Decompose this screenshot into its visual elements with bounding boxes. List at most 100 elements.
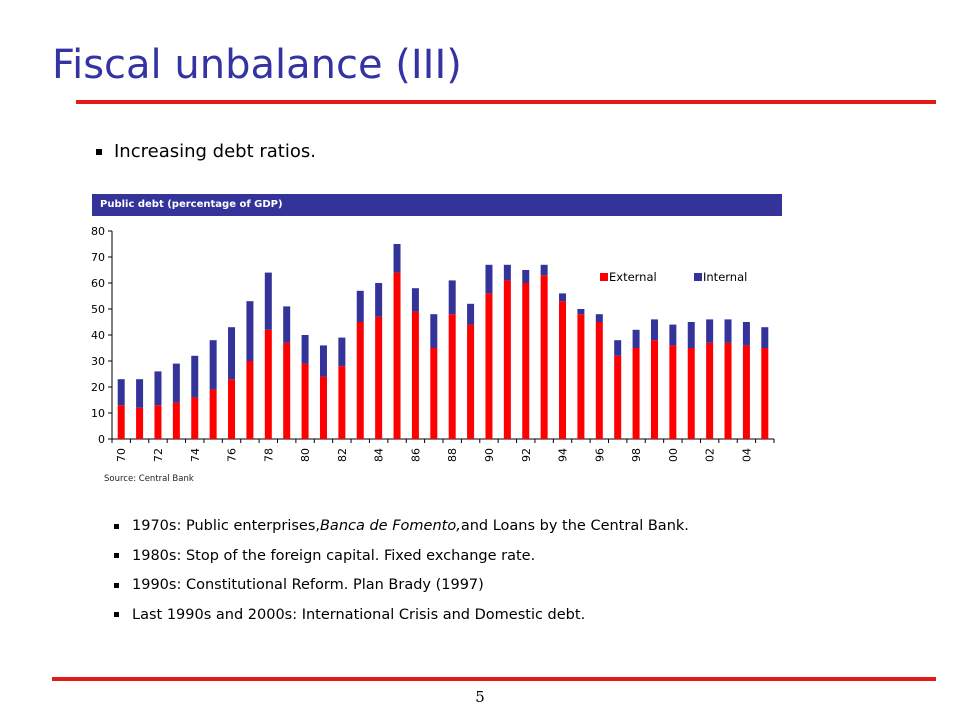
main-bullet: Increasing debt ratios. bbox=[96, 141, 316, 162]
bar-internal bbox=[632, 329, 640, 348]
bar-internal bbox=[356, 290, 364, 322]
x-tick-label: 76 bbox=[226, 448, 239, 462]
bullet-2000s: Last 1990s and 2000s: International Cris… bbox=[114, 607, 689, 623]
bar-external bbox=[356, 322, 364, 439]
bar-internal bbox=[448, 280, 456, 315]
bar-external bbox=[706, 342, 714, 439]
legend-swatch-internal bbox=[694, 273, 702, 281]
bar-external bbox=[448, 314, 456, 439]
bar-external bbox=[430, 348, 438, 439]
bar-external bbox=[614, 355, 622, 439]
bar-external bbox=[411, 311, 419, 439]
bar-external bbox=[467, 324, 475, 439]
bar-internal bbox=[209, 340, 217, 390]
bar-internal bbox=[742, 322, 750, 346]
bar-external bbox=[375, 316, 383, 439]
bullet-1990s-text: 1990s: Constitutional Reform. Plan Brady… bbox=[132, 577, 484, 593]
bullet-1970s: 1970s: Public enterprises, Banca de Fome… bbox=[114, 518, 689, 534]
bar-internal bbox=[228, 327, 236, 380]
bar-internal bbox=[246, 301, 254, 361]
x-tick-label: 80 bbox=[299, 448, 312, 462]
title-underline bbox=[76, 100, 936, 104]
bullet-square-icon bbox=[114, 612, 119, 617]
bar-external bbox=[742, 345, 750, 439]
bar-external bbox=[246, 361, 254, 439]
y-tick-label: 70 bbox=[91, 251, 105, 264]
bar-internal bbox=[338, 337, 346, 367]
bar-external bbox=[338, 366, 346, 439]
x-tick-label: 78 bbox=[262, 448, 275, 462]
bar-external bbox=[485, 293, 493, 439]
bullet-square-icon bbox=[114, 553, 119, 558]
x-tick-label: 98 bbox=[630, 448, 643, 462]
bar-external bbox=[632, 348, 640, 439]
x-tick-label: 96 bbox=[593, 448, 606, 462]
legend-swatch-external bbox=[600, 273, 608, 281]
bar-internal bbox=[577, 309, 585, 315]
chart-title-bar: Public debt (percentage of GDP) bbox=[92, 194, 782, 216]
bar-internal bbox=[430, 314, 438, 348]
main-bullet-text: Increasing debt ratios. bbox=[114, 141, 316, 162]
bar-internal bbox=[172, 363, 180, 403]
bar-external bbox=[228, 379, 236, 439]
x-tick-label: 82 bbox=[336, 448, 349, 462]
bar-internal bbox=[761, 327, 769, 348]
bar-external bbox=[724, 342, 732, 439]
bar-external bbox=[209, 389, 217, 439]
bar-external bbox=[264, 329, 272, 439]
x-tick-label: 84 bbox=[373, 448, 386, 462]
bar-external bbox=[283, 342, 291, 439]
x-tick-label: 90 bbox=[483, 448, 496, 462]
bar-internal bbox=[724, 319, 732, 343]
y-tick-label: 80 bbox=[91, 225, 105, 238]
x-tick-label: 92 bbox=[520, 448, 533, 462]
bar-external bbox=[522, 283, 530, 439]
footer-rule bbox=[52, 677, 936, 681]
decade-bullet-list: 1970s: Public enterprises, Banca de Fome… bbox=[114, 518, 689, 636]
bullet-square-icon bbox=[96, 148, 102, 155]
bar-internal bbox=[614, 340, 622, 356]
bullet-2000s-text: Last 1990s and 2000s: International Cris… bbox=[132, 606, 586, 623]
bar-internal bbox=[706, 319, 714, 343]
x-tick-label: 70 bbox=[115, 448, 128, 462]
bar-external bbox=[136, 407, 144, 439]
bar-internal bbox=[411, 288, 419, 312]
y-tick-label: 50 bbox=[91, 303, 105, 316]
bar-external bbox=[117, 405, 125, 439]
bar-internal bbox=[264, 272, 272, 330]
bar-external bbox=[540, 275, 548, 439]
bar-external bbox=[595, 322, 603, 439]
bar-external bbox=[154, 405, 162, 439]
x-tick-label: 94 bbox=[557, 448, 570, 462]
x-tick-label: 02 bbox=[704, 448, 717, 462]
bar-internal bbox=[393, 244, 401, 273]
bar-internal bbox=[650, 319, 658, 341]
bar-internal bbox=[319, 345, 327, 377]
y-tick-label: 20 bbox=[91, 381, 105, 394]
x-tick-label: 88 bbox=[446, 448, 459, 462]
bar-internal bbox=[687, 322, 695, 348]
bar-internal bbox=[522, 270, 530, 283]
y-tick-label: 60 bbox=[91, 277, 105, 290]
bar-external bbox=[669, 345, 677, 439]
public-debt-chart: 0 10 20 30 40 50 60 70 80 70 72 74 76 78 80 82 84 86 88 90 9… bbox=[91, 225, 775, 484]
bar-external bbox=[687, 348, 695, 439]
bar-internal bbox=[503, 264, 511, 281]
bar-internal bbox=[301, 335, 309, 364]
y-tick-label: 0 bbox=[98, 433, 105, 446]
x-tick-label: 72 bbox=[152, 448, 165, 462]
bar-internal bbox=[559, 293, 567, 302]
bar-external bbox=[650, 340, 658, 439]
page-number: 5 bbox=[475, 688, 485, 706]
bar-internal bbox=[154, 371, 162, 406]
legend-label-external: External bbox=[609, 270, 657, 284]
chart-source: Source: Central Bank bbox=[104, 474, 194, 484]
bullet-square-icon bbox=[114, 582, 119, 588]
bar-internal bbox=[467, 303, 475, 325]
bar-internal bbox=[540, 264, 548, 276]
bar-external bbox=[319, 376, 327, 439]
bullet-1970s-text-italic: Banca de Fomento, bbox=[319, 518, 461, 534]
bullet-1990s: 1990s: Constitutional Reform. Plan Brady… bbox=[114, 577, 689, 593]
bullet-1970s-text-post: and Loans by the Central Bank. bbox=[460, 518, 689, 534]
bar-internal bbox=[595, 314, 603, 322]
